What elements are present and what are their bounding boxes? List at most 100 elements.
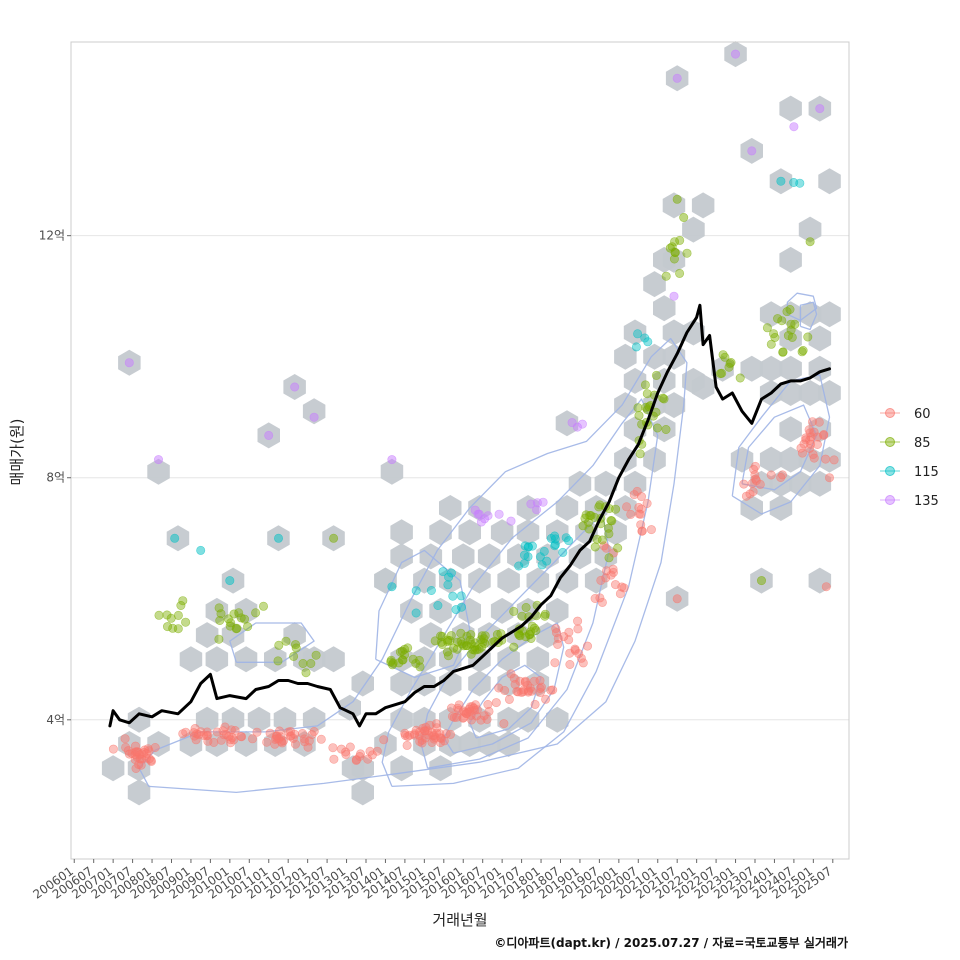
point-60 (303, 742, 313, 752)
point-85 (592, 534, 602, 544)
point-85 (289, 651, 299, 661)
point-115 (443, 580, 453, 590)
hexbin-cell (818, 301, 841, 328)
hexbin-cell (769, 470, 793, 497)
y-axis-title: 매매가(원) (8, 419, 26, 486)
point-60 (599, 541, 609, 551)
point-85 (386, 657, 396, 667)
point-85 (415, 662, 425, 672)
point-85 (604, 529, 614, 539)
point-85 (604, 553, 614, 563)
point-60 (766, 470, 776, 480)
point-60 (345, 742, 355, 752)
point-135 (476, 517, 486, 527)
point-60 (316, 734, 326, 744)
hexbin-cell (691, 192, 715, 219)
hexbin-cell (195, 706, 219, 733)
hexbin-cell (759, 301, 783, 328)
density-contour (138, 337, 688, 794)
point-60 (608, 567, 618, 577)
point-60 (634, 502, 644, 512)
hexbin-cell (497, 567, 520, 594)
point-85 (785, 304, 795, 314)
hexbin-cell (711, 355, 734, 382)
point-60 (270, 739, 280, 749)
point-135 (264, 430, 274, 440)
point-85 (724, 362, 734, 372)
point-85 (166, 613, 176, 623)
point-60 (829, 455, 839, 465)
hexbin-cell (101, 755, 125, 782)
point-115 (170, 533, 180, 543)
point-60 (576, 653, 586, 663)
point-60 (565, 659, 575, 669)
point-135 (470, 505, 480, 515)
hexbin-cell (413, 646, 436, 673)
hexbin-cell (623, 470, 647, 497)
hexbin-cell (439, 495, 462, 521)
point-60 (805, 428, 815, 438)
hexbin-cell (555, 495, 579, 521)
point-85 (258, 601, 268, 611)
hexbin-cell (779, 325, 802, 352)
point-135 (154, 455, 164, 465)
hexbin-cell (322, 646, 345, 673)
point-60 (137, 754, 147, 764)
point-135 (532, 505, 542, 515)
point-85 (509, 642, 519, 652)
point-85 (456, 628, 466, 638)
hexbin-cell (568, 470, 592, 497)
point-85 (273, 656, 283, 666)
point-60 (181, 727, 191, 737)
point-135 (669, 291, 679, 301)
point-60 (520, 676, 530, 686)
hexbin-cell (536, 622, 559, 649)
plot-panel-border (70, 41, 850, 860)
point-85 (635, 449, 645, 459)
point-85 (661, 424, 671, 434)
point-60 (415, 737, 425, 747)
point-85 (786, 319, 796, 329)
point-60 (209, 737, 219, 747)
point-60 (132, 747, 142, 757)
point-85 (521, 602, 531, 612)
point-60 (606, 570, 616, 580)
point-60 (550, 658, 560, 668)
hexbin-cell (769, 495, 793, 521)
point-60 (336, 744, 346, 754)
point-60 (466, 715, 476, 725)
hexbin-cell (750, 470, 773, 497)
point-85 (181, 617, 191, 627)
hexbin-cell (779, 355, 802, 382)
hexbin-cell (584, 567, 608, 594)
point-60 (636, 492, 646, 502)
point-85 (466, 649, 476, 659)
point-115 (527, 541, 537, 551)
point-85 (517, 611, 527, 621)
point-60 (432, 723, 442, 733)
y-tick-label: 4억 (46, 713, 65, 727)
hexbin-cell (818, 168, 841, 195)
point-85 (595, 500, 605, 510)
hexbin-cell (429, 597, 452, 624)
hexbin-cell (147, 458, 170, 485)
median-trend-line (108, 303, 831, 728)
point-60 (570, 645, 580, 655)
point-85 (251, 608, 261, 618)
point-60 (146, 756, 156, 766)
point-85 (236, 613, 246, 623)
point-85 (726, 357, 736, 367)
point-60 (797, 448, 807, 458)
point-60 (642, 498, 652, 508)
hexbin-cell (452, 543, 475, 570)
point-85 (661, 271, 671, 281)
point-60 (626, 509, 636, 519)
point-60 (821, 582, 831, 592)
point-85 (770, 332, 780, 342)
point-85 (585, 510, 595, 520)
point-60 (807, 417, 817, 427)
legend-label: 135 (914, 494, 939, 509)
point-85 (762, 323, 772, 333)
point-60 (619, 583, 629, 593)
point-60 (262, 737, 272, 747)
